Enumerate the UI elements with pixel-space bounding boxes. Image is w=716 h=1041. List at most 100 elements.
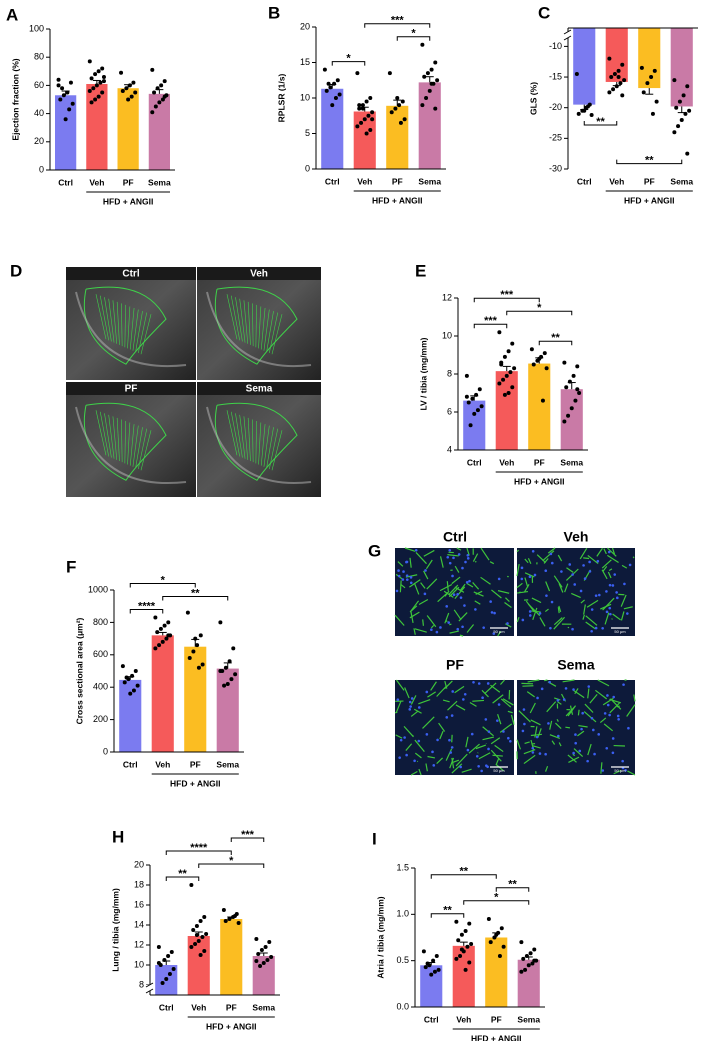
significance-bracket	[495, 887, 530, 892]
nucleus	[597, 733, 601, 736]
data-point	[164, 977, 169, 981]
nucleus	[571, 573, 574, 576]
data-point	[641, 90, 646, 95]
membrane	[492, 694, 504, 704]
strain-line	[127, 422, 131, 465]
y-tick-label: 5	[305, 128, 310, 138]
nucleus	[472, 680, 475, 684]
nucleus	[399, 738, 403, 742]
strain-line	[271, 314, 283, 355]
strain-line	[260, 424, 266, 466]
bar	[86, 83, 108, 170]
bar	[220, 919, 243, 995]
nucleus	[536, 696, 539, 700]
membrane	[565, 706, 575, 717]
label-strip	[66, 267, 196, 280]
strain-line	[138, 312, 148, 354]
data-point	[364, 99, 369, 104]
membrane	[414, 628, 427, 633]
membrane	[507, 710, 513, 714]
data-point	[127, 83, 132, 88]
membrane	[439, 730, 444, 740]
membrane	[530, 719, 541, 726]
membrane	[405, 743, 413, 751]
significance-label: **	[596, 116, 605, 128]
group-label: HFD + ANGII	[372, 195, 422, 205]
membrane	[439, 556, 444, 568]
membrane	[573, 748, 584, 758]
y-tick-label: 0	[305, 163, 310, 173]
data-point	[324, 88, 329, 93]
data-point	[458, 954, 463, 959]
strain-line	[226, 410, 238, 456]
data-point	[169, 950, 174, 954]
lv-outline	[214, 286, 298, 365]
data-point	[335, 78, 340, 83]
nucleus	[395, 589, 399, 593]
data-point	[258, 964, 263, 968]
data-point	[519, 940, 524, 945]
strain-line	[140, 314, 152, 355]
membrane	[553, 616, 566, 630]
data-point	[465, 944, 470, 949]
nucleus	[606, 694, 609, 697]
nucleus	[477, 764, 480, 768]
nucleus	[493, 611, 496, 615]
membrane	[466, 582, 474, 588]
strain-line	[243, 300, 249, 344]
data-point	[67, 107, 72, 112]
membrane	[516, 549, 520, 553]
membrane	[453, 609, 462, 621]
strain-line	[99, 411, 109, 457]
nucleus	[417, 739, 421, 743]
membrane	[586, 599, 599, 608]
significance-bracket	[506, 310, 573, 316]
bar	[386, 105, 409, 169]
data-point	[429, 81, 434, 86]
nucleus	[486, 682, 490, 685]
nucleus	[439, 626, 442, 629]
membrane	[454, 685, 465, 694]
x-tick-label: Veh	[456, 1014, 471, 1024]
strain-line	[239, 298, 246, 343]
nucleus	[520, 577, 524, 581]
nucleus	[448, 549, 452, 552]
nucleus	[611, 751, 615, 755]
nucleus	[397, 574, 401, 578]
axis-break-gap	[146, 985, 154, 991]
nucleus	[497, 577, 501, 581]
strain-line	[132, 309, 139, 351]
y-tick-label: 1.0	[396, 909, 409, 919]
nucleus	[573, 583, 577, 586]
membrane	[426, 578, 438, 590]
bar	[605, 28, 628, 82]
membrane	[580, 599, 585, 604]
membrane	[578, 724, 588, 728]
y-tick-label: -10	[549, 41, 562, 51]
y-tick-label: 80	[34, 52, 44, 62]
nucleus	[456, 627, 460, 631]
data-point	[368, 127, 373, 132]
data-point	[609, 75, 614, 80]
data-point	[582, 108, 587, 113]
x-tick-label: PF	[123, 177, 134, 187]
scale-label: 50 μm	[493, 768, 505, 773]
strain-line	[124, 304, 126, 348]
membrane	[529, 702, 536, 714]
nucleus	[417, 706, 421, 709]
x-tick-label: Sema	[517, 1014, 540, 1024]
data-point	[677, 99, 682, 104]
membrane	[566, 567, 574, 573]
data-point	[233, 672, 238, 677]
membrane	[583, 557, 590, 560]
membrane	[546, 701, 557, 713]
significance-bracket	[538, 340, 573, 346]
membrane	[599, 717, 607, 723]
data-point	[431, 958, 436, 963]
nucleus	[470, 732, 474, 736]
data-point	[70, 101, 75, 106]
data-point	[679, 117, 684, 122]
data-point	[467, 960, 472, 965]
nucleus	[520, 566, 524, 570]
